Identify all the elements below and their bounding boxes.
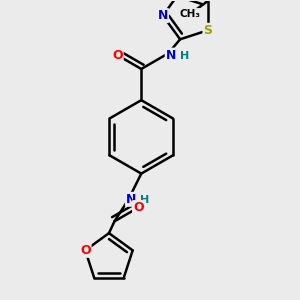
Text: H: H — [180, 51, 189, 61]
Text: N: N — [166, 49, 176, 62]
Text: CH₃: CH₃ — [180, 9, 201, 19]
Text: O: O — [133, 201, 144, 214]
Text: O: O — [112, 49, 123, 62]
Text: O: O — [80, 244, 91, 257]
Text: H: H — [140, 195, 149, 205]
Text: N: N — [158, 9, 168, 22]
Text: N: N — [126, 193, 136, 206]
Text: S: S — [203, 24, 212, 37]
